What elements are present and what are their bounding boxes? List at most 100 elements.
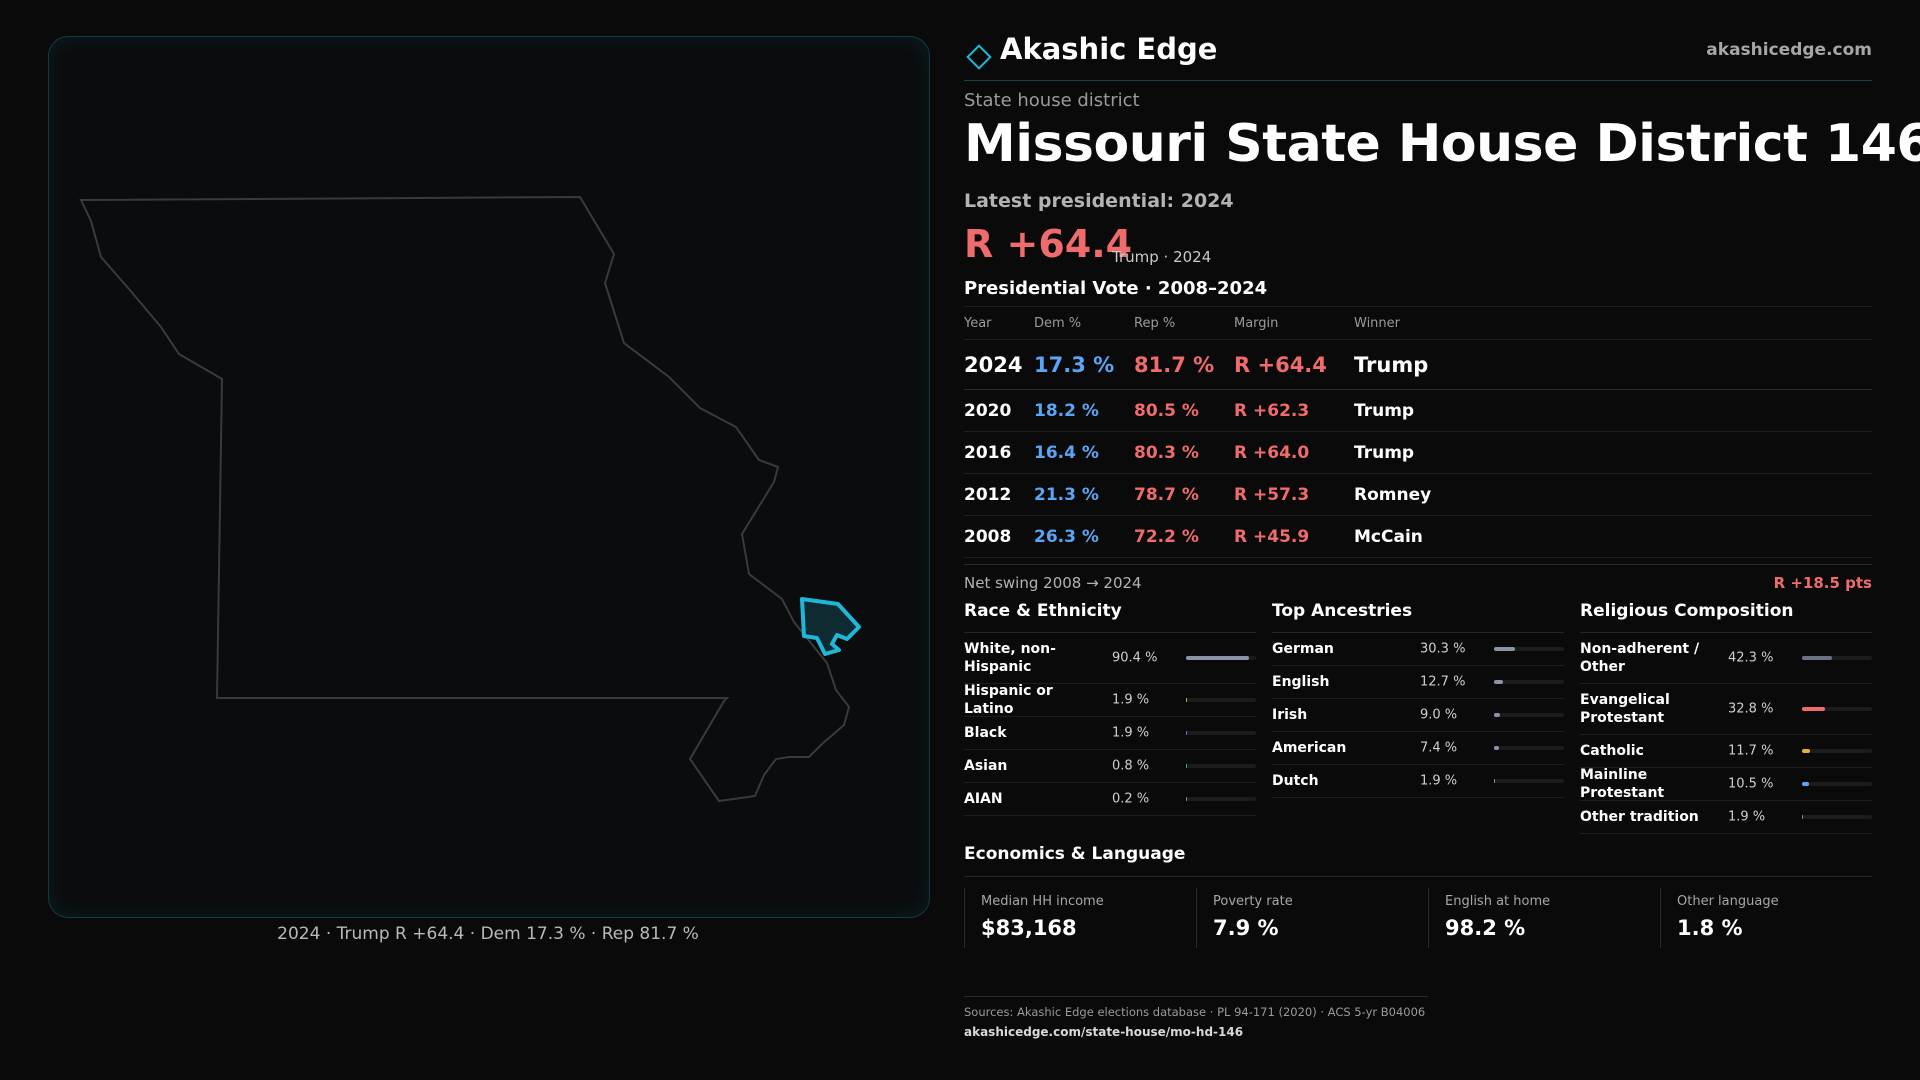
bar-fill xyxy=(1186,797,1188,801)
cell-margin: R +62.3 xyxy=(1234,389,1354,432)
district-146-highlight[interactable] xyxy=(800,597,861,656)
item-label: Catholic xyxy=(1580,743,1644,759)
item-value: 12.7 % xyxy=(1420,674,1466,690)
item-label: AIAN xyxy=(964,791,1003,807)
col-header-year: Year xyxy=(964,306,1034,340)
latest-presidential: Latest presidential: 2024 xyxy=(964,190,1234,212)
cell-dem: 21.3 % xyxy=(1034,473,1134,516)
bar-fill xyxy=(1494,680,1503,684)
item-label: Hispanic or Latino xyxy=(964,683,1053,717)
bar-track xyxy=(1494,713,1564,717)
cell-dem: 16.4 % xyxy=(1034,431,1134,474)
econ-card: English at home 98.2 % xyxy=(1428,888,1645,948)
bar-fill xyxy=(1494,713,1501,717)
bar-track xyxy=(1494,680,1564,684)
bar-track xyxy=(1494,779,1564,783)
bar-track xyxy=(1186,764,1256,768)
source-link[interactable]: akashicedge.com/state-house/mo-hd-146 xyxy=(964,1025,1244,1039)
item-label: Other tradition xyxy=(1580,809,1699,825)
bar-fill xyxy=(1802,782,1810,786)
item-value: 30.3 % xyxy=(1420,641,1466,657)
table-row: 2008 26.3 % 72.2 % R +45.9 McCain xyxy=(964,515,1872,558)
cell-margin: R +57.3 xyxy=(1234,473,1354,516)
item-label: Evangelical Protestant xyxy=(1580,692,1670,726)
net-swing: Net swing 2008 → 2024 R +18.5 pts xyxy=(964,564,1872,597)
cell-year: 2020 xyxy=(964,389,1034,432)
econ-label: Poverty rate xyxy=(1213,894,1293,909)
item-value: 90.4 % xyxy=(1112,650,1158,666)
bar-track xyxy=(1802,656,1872,660)
cell-winner: Trump xyxy=(1354,339,1872,390)
item-label: Irish xyxy=(1272,707,1308,723)
list-item: Dutch 1.9 % xyxy=(1272,765,1564,798)
race-ethnicity-section: Race & Ethnicity White, non-Hispanic 90.… xyxy=(964,600,1256,816)
econ-value: 98.2 % xyxy=(1445,916,1526,940)
list-item: Irish 9.0 % xyxy=(1272,699,1564,732)
missouri-map xyxy=(79,195,861,803)
cell-winner: Trump xyxy=(1354,389,1872,432)
cell-dem: 17.3 % xyxy=(1034,339,1134,390)
bar-fill xyxy=(1494,746,1500,750)
net-swing-value: R +18.5 pts xyxy=(1773,574,1872,592)
item-label: Black xyxy=(964,725,1007,741)
item-value: 1.9 % xyxy=(1112,725,1150,741)
item-value: 9.0 % xyxy=(1420,707,1458,723)
col-header-winner: Winner xyxy=(1354,306,1872,340)
bar-fill xyxy=(1802,707,1825,711)
list-item: Black 1.9 % xyxy=(964,717,1256,750)
item-label: Non-adherent / Other xyxy=(1580,641,1700,675)
list-item: Other tradition 1.9 % xyxy=(1580,801,1872,834)
list-item: American 7.4 % xyxy=(1272,732,1564,765)
cell-winner: McCain xyxy=(1354,515,1872,558)
bar-fill xyxy=(1802,749,1811,753)
bar-track xyxy=(1186,656,1256,660)
sources-footer: Sources: Akashic Edge elections database… xyxy=(964,996,1428,1039)
headline-margin: R +64.4 xyxy=(964,222,1133,266)
religion-section: Religious Composition Non-adherent / Oth… xyxy=(1580,600,1872,834)
page-title: Missouri State House District 146 xyxy=(964,114,1920,174)
presidential-vote-table: Year Dem % Rep % Margin Winner 2024 17.3… xyxy=(964,306,1872,558)
bar-track xyxy=(1802,815,1872,819)
sources-text: Sources: Akashic Edge elections database… xyxy=(964,1005,1426,1019)
cell-dem: 26.3 % xyxy=(1034,515,1134,558)
bar-track xyxy=(1186,797,1256,801)
bar-track xyxy=(1802,707,1872,711)
bar-fill xyxy=(1494,647,1516,651)
list-item: AIAN 0.2 % xyxy=(964,783,1256,816)
cell-winner: Romney xyxy=(1354,473,1872,516)
bar-track xyxy=(1494,647,1564,651)
bar-fill xyxy=(1802,656,1832,660)
net-swing-label: Net swing 2008 → 2024 xyxy=(964,574,1142,592)
bar-fill xyxy=(1186,764,1188,768)
econ-label: English at home xyxy=(1445,894,1551,909)
econ-value: 7.9 % xyxy=(1213,916,1279,940)
bar-track xyxy=(1186,731,1256,735)
cell-rep: 80.5 % xyxy=(1134,389,1234,432)
brand-url-link[interactable]: akashicedge.com xyxy=(1706,40,1872,60)
bar-track xyxy=(1802,749,1872,753)
bar-fill xyxy=(1802,815,1804,819)
item-value: 10.5 % xyxy=(1728,776,1774,792)
diamond-logo-icon xyxy=(966,44,992,70)
bar-track xyxy=(1494,746,1564,750)
cell-margin: R +45.9 xyxy=(1234,515,1354,558)
list-item: Non-adherent / Other 42.3 % xyxy=(1580,633,1872,684)
page-kicker: State house district xyxy=(964,90,1140,111)
bar-fill xyxy=(1186,698,1188,702)
list-item: White, non-Hispanic 90.4 % xyxy=(964,633,1256,684)
list-item: Mainline Protestant 10.5 % xyxy=(1580,767,1872,801)
bar-fill xyxy=(1186,656,1250,660)
item-label: English xyxy=(1272,674,1330,690)
ancestries-section: Top Ancestries German 30.3 % English 12.… xyxy=(1272,600,1564,798)
list-item: Catholic 11.7 % xyxy=(1580,735,1872,768)
table-row: 2016 16.4 % 80.3 % R +64.0 Trump xyxy=(964,431,1872,474)
cell-rep: 81.7 % xyxy=(1134,339,1234,390)
item-value: 1.9 % xyxy=(1112,692,1150,708)
item-value: 42.3 % xyxy=(1728,650,1774,666)
item-label: German xyxy=(1272,641,1334,657)
map-panel[interactable] xyxy=(48,36,930,918)
cell-year: 2024 xyxy=(964,339,1034,390)
bar-track xyxy=(1802,782,1872,786)
list-item: Hispanic or Latino 1.9 % xyxy=(964,683,1256,717)
religion-title: Religious Composition xyxy=(1580,600,1872,633)
